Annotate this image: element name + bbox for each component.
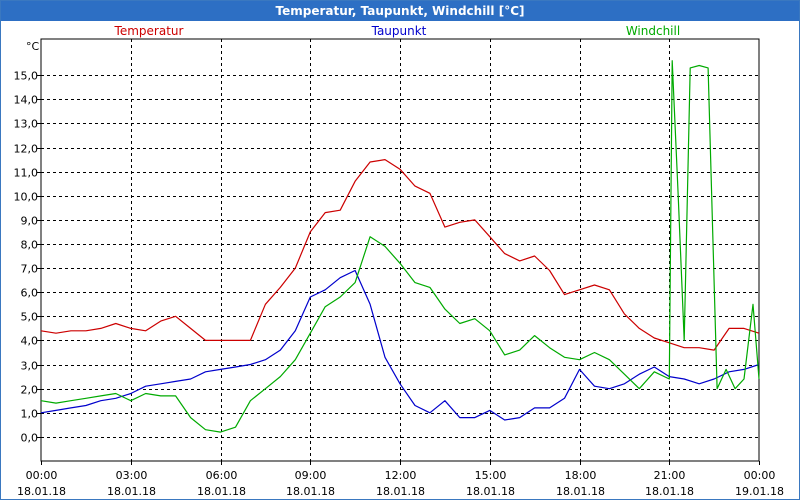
y-tick-label: 2,0 <box>21 384 39 397</box>
x-tick-date: 18.01.18 <box>466 485 515 498</box>
y-tick-label: 11,0 <box>14 167 39 180</box>
y-tick-label: 5,0 <box>21 311 39 324</box>
y-tick-label: 1,0 <box>21 408 39 421</box>
x-tick-time: 15:00 <box>475 469 507 482</box>
y-tick-label: 8,0 <box>21 239 39 252</box>
y-tick-label: 12,0 <box>14 143 39 156</box>
legend-temperatur: Temperatur <box>114 24 184 38</box>
y-tick-label: 6,0 <box>21 287 39 300</box>
x-tick-time: 03:00 <box>116 469 148 482</box>
x-tick-date: 18.01.18 <box>556 485 605 498</box>
x-tick-time: 00:00 <box>744 469 776 482</box>
x-tick-time: 21:00 <box>654 469 686 482</box>
x-tick-date: 18.01.18 <box>197 485 246 498</box>
x-tick-date: 19.01.18 <box>735 485 784 498</box>
y-tick-label: 4,0 <box>21 335 39 348</box>
x-tick-date: 18.01.18 <box>286 485 335 498</box>
legend-windchill: Windchill <box>626 24 680 38</box>
series-line-temperatur <box>40 159 760 351</box>
y-tick-label: 14,0 <box>14 94 39 107</box>
series-line-windchill <box>40 60 760 433</box>
x-tick-date: 18.01.18 <box>376 485 425 498</box>
y-axis-unit: °C <box>26 40 40 53</box>
x-tick-date: 18.01.18 <box>17 485 66 498</box>
y-tick-label: 3,0 <box>21 360 39 373</box>
series-line-taupunkt <box>40 269 760 421</box>
y-tick-label: 0,0 <box>21 432 39 445</box>
x-tick-time: 09:00 <box>295 469 327 482</box>
y-tick-label: 15,0 <box>14 70 39 83</box>
y-tick-label: 10,0 <box>14 191 39 204</box>
x-tick-time: 12:00 <box>385 469 417 482</box>
x-tick-time: 00:00 <box>26 469 58 482</box>
x-tick-time: 18:00 <box>565 469 597 482</box>
x-tick-time: 06:00 <box>206 469 238 482</box>
x-tick-date: 18.01.18 <box>107 485 156 498</box>
y-tick-label: 13,0 <box>14 118 39 131</box>
x-tick-date: 18.01.18 <box>645 485 694 498</box>
legend-taupunkt: Taupunkt <box>371 24 427 38</box>
y-tick-label: 9,0 <box>21 215 39 228</box>
window-title: Temperatur, Taupunkt, Windchill [°C] <box>1 1 799 21</box>
y-tick-label: 7,0 <box>21 263 39 276</box>
